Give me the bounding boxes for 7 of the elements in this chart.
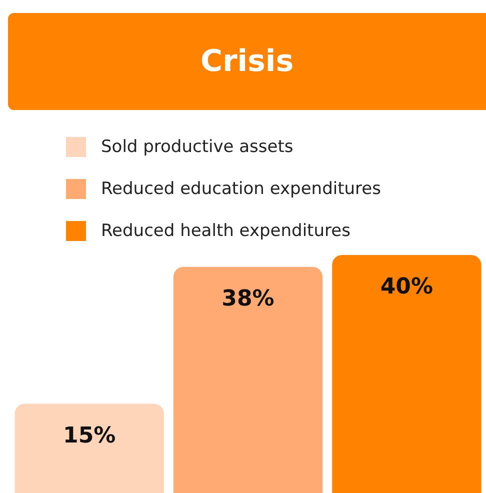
legend-label: Reduced health expenditures [101,221,350,241]
data-label: 38% [222,286,274,312]
data-label: 15% [62,423,116,448]
data-label: 40% [380,274,434,300]
chart-title: Crisis [8,13,486,110]
legend-label: Reduced education expenditures [101,179,381,199]
legend-label: Sold productive assets [101,137,294,157]
